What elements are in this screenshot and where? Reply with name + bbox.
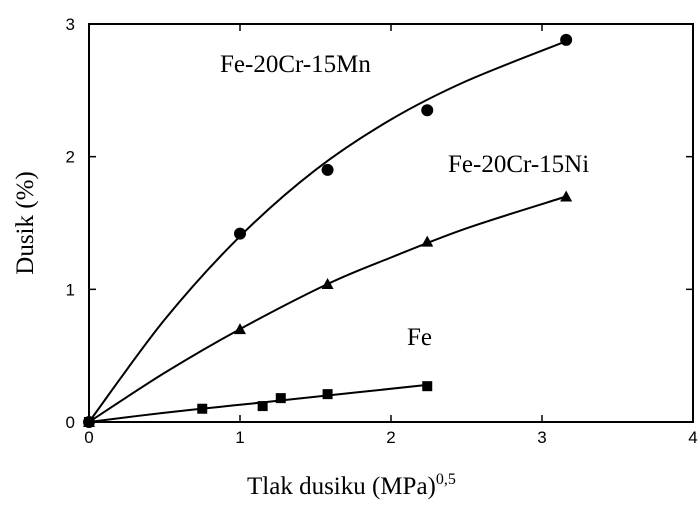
point-fe: [322, 389, 333, 400]
point-fe: [197, 403, 208, 414]
fit-curves: [88, 40, 567, 423]
x-tick-label: 1: [235, 428, 244, 447]
point-fe-20cr-15ni: [321, 278, 334, 290]
x-tick-label: 2: [386, 428, 395, 447]
series-label-fe-20cr-15ni: Fe-20Cr-15Ni: [448, 151, 589, 178]
y-tick-label: 1: [66, 280, 75, 299]
x-tick-label: 3: [537, 428, 546, 447]
x-tick-label: 0: [84, 428, 93, 447]
point-fe-20cr-15ni: [234, 323, 246, 335]
x-axis-title: Tlak dusiku (MPa)0,5: [247, 471, 456, 500]
point-fe-20cr-15mn: [560, 33, 573, 46]
data-markers: [83, 33, 573, 428]
series-label-fe-20cr-15mn: Fe-20Cr-15Mn: [220, 51, 371, 78]
series-label-fe: Fe: [407, 324, 432, 351]
point-fe-20cr-15ni: [560, 190, 573, 202]
y-axis-title: Dusik (%): [12, 171, 39, 274]
y-tick-label: 3: [66, 15, 75, 34]
y-tick-label: 2: [66, 148, 75, 167]
x-tick-label: 4: [688, 428, 697, 447]
point-fe-20cr-15mn: [234, 227, 246, 240]
point-fe: [275, 393, 286, 404]
y-tick-label: 0: [66, 413, 75, 432]
plot-frame: [88, 23, 694, 423]
point-fe: [422, 381, 433, 392]
x-axis-title-superscript: 0,5: [436, 471, 456, 488]
curve-fe-20cr-15ni: [88, 195, 567, 423]
axis-ticks: 0 1 2 3 4 0 1 2 3: [66, 15, 698, 447]
x-axis-title-main: Tlak dusiku (MPa): [247, 473, 436, 500]
point-fe: [257, 401, 268, 412]
point-fe: [84, 417, 94, 427]
point-fe-20cr-15mn: [421, 104, 434, 117]
curve-fe: [88, 383, 428, 423]
point-fe-20cr-15mn: [321, 163, 334, 176]
point-fe-20cr-15ni: [421, 235, 434, 247]
curve-fe-20cr-15mn: [88, 40, 567, 423]
